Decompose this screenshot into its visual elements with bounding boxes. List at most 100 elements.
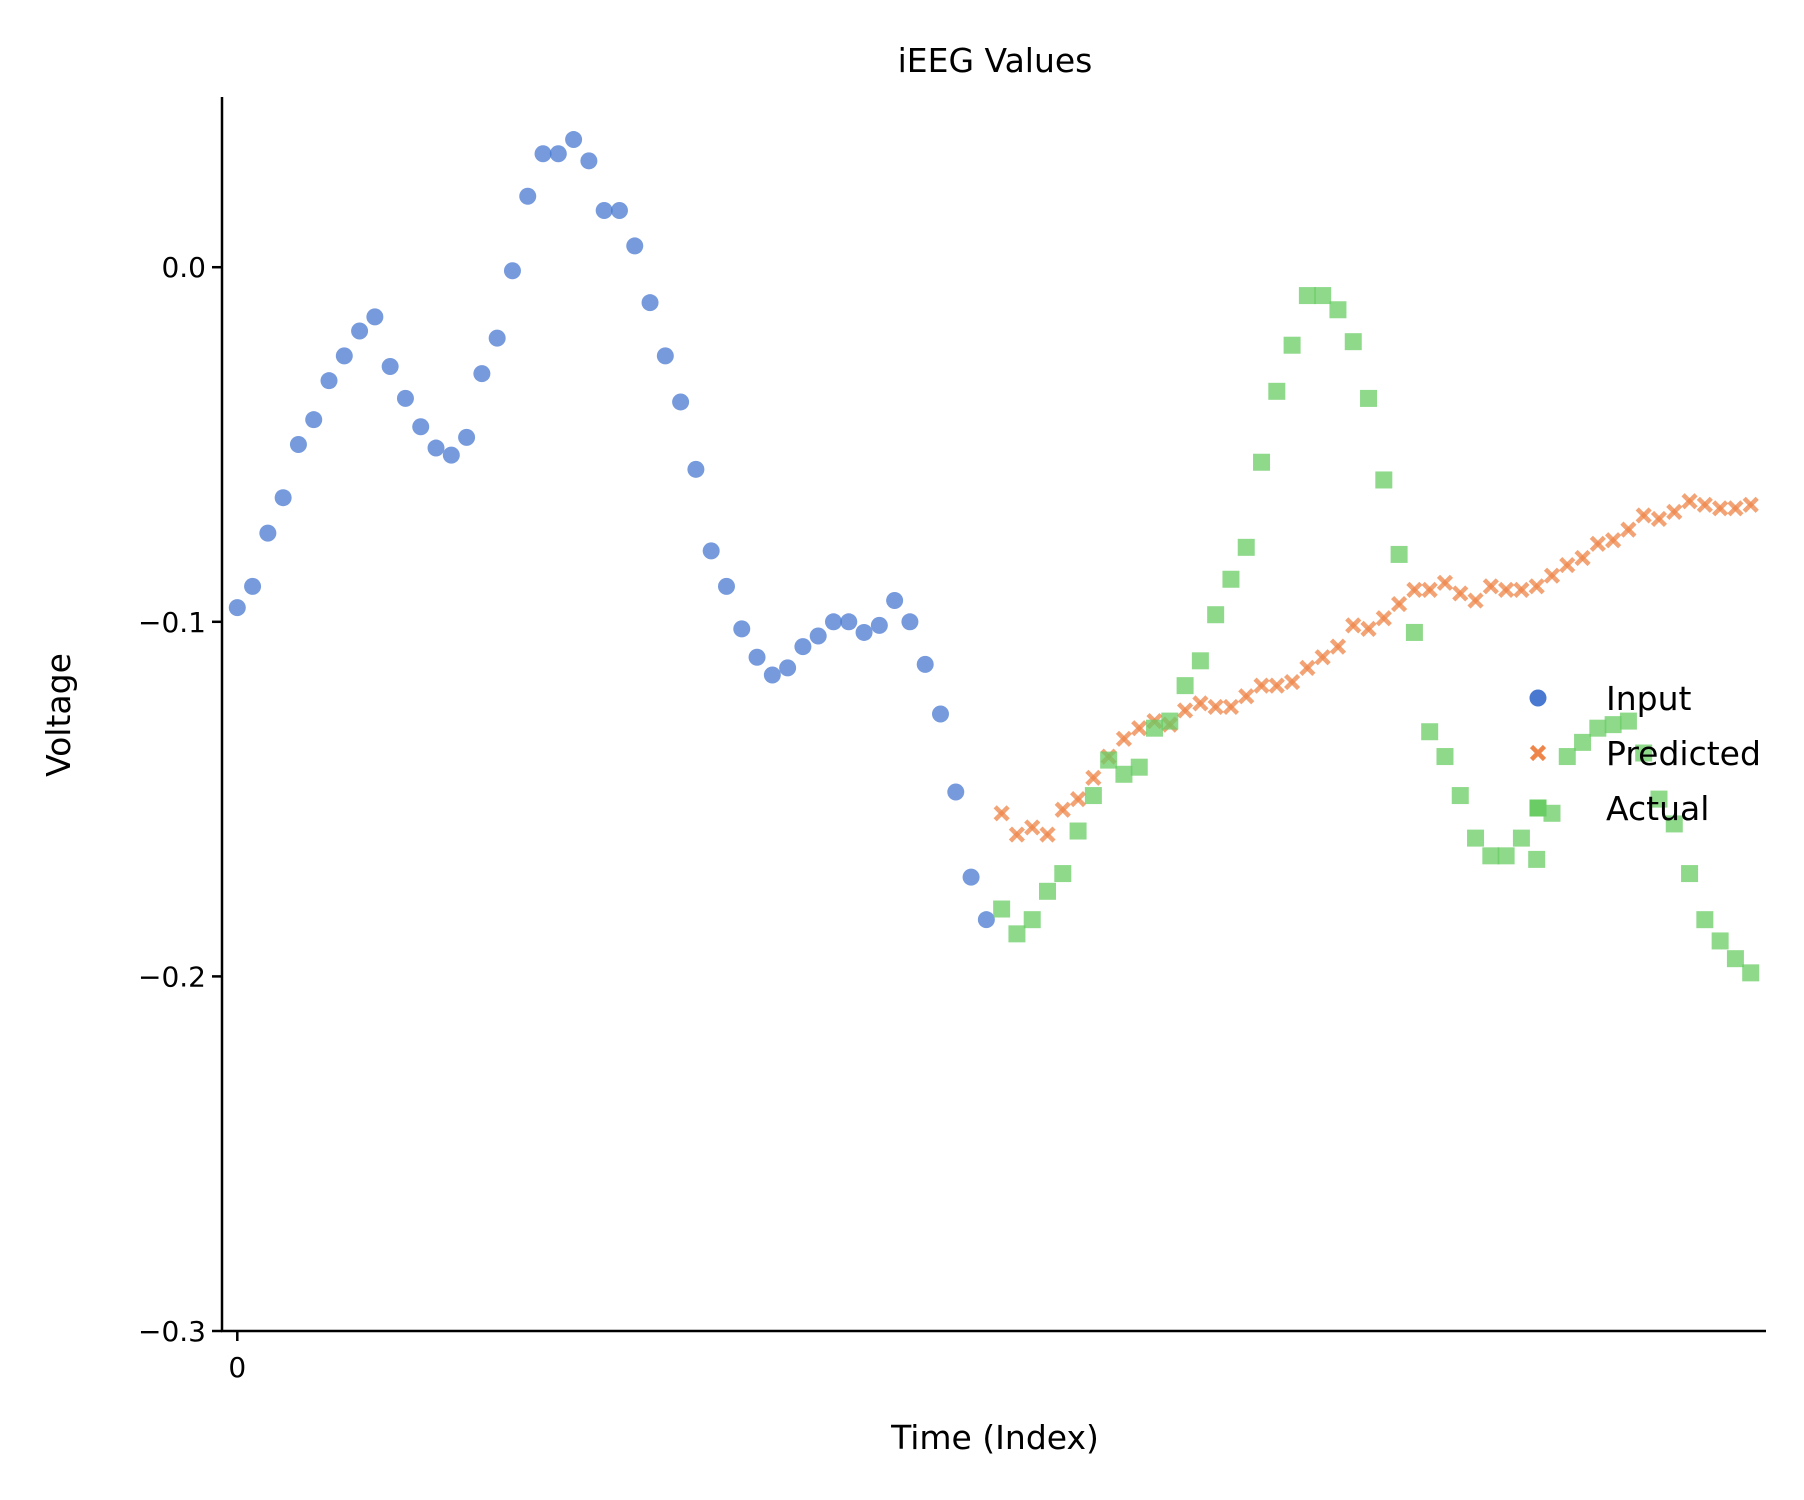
actual-point <box>1635 744 1653 762</box>
predicted-point <box>1650 510 1668 528</box>
input-point <box>289 436 307 454</box>
input-point <box>702 542 720 560</box>
predicted-point <box>1375 610 1392 627</box>
actual-point <box>1314 287 1332 305</box>
input-point <box>305 411 323 429</box>
actual-point <box>1650 790 1668 808</box>
legend-label-actual: Actual <box>1606 789 1709 828</box>
actual-point <box>1711 932 1729 950</box>
predicted-point <box>1528 578 1545 595</box>
predicted-point <box>1727 500 1744 517</box>
predicted-point <box>1513 581 1530 598</box>
actual-point <box>1421 723 1439 741</box>
actual-point <box>1574 733 1592 751</box>
input-point <box>320 372 338 390</box>
actual-point <box>1130 758 1148 776</box>
legend-marker-actual <box>1529 799 1547 817</box>
input-point <box>641 294 659 312</box>
predicted-point <box>1467 592 1484 609</box>
predicted-point <box>1696 496 1713 513</box>
y-axis-label: Voltage <box>39 653 78 777</box>
actual-point <box>1268 382 1286 400</box>
input-point <box>794 638 812 656</box>
actual-point <box>1253 453 1271 471</box>
actual-point <box>1069 822 1087 840</box>
actual-point <box>1146 719 1164 737</box>
input-point <box>458 428 476 446</box>
actual-point <box>1176 677 1194 695</box>
actual-point <box>1467 829 1485 847</box>
predicted-point <box>1543 567 1561 584</box>
input-point <box>763 666 781 684</box>
actual-point <box>1512 829 1530 847</box>
input-point <box>809 627 827 645</box>
actual-point <box>1528 850 1546 868</box>
actual-point <box>1023 911 1041 929</box>
input-point <box>779 659 797 677</box>
input-point <box>473 365 491 383</box>
predicted-point <box>993 805 1010 822</box>
legend: Input Predicted Actual <box>1529 679 1761 828</box>
input-point <box>412 418 430 436</box>
predicted-point <box>1314 649 1331 666</box>
input-point <box>259 524 277 542</box>
predicted-point <box>1482 578 1499 595</box>
input-point <box>748 648 766 666</box>
input-point <box>381 357 399 375</box>
predicted-point <box>1039 826 1056 843</box>
input-point <box>855 623 873 641</box>
predicted-point <box>1712 500 1729 517</box>
actual-point <box>1451 787 1469 805</box>
predicted-point <box>1207 698 1224 715</box>
input-point <box>886 592 904 610</box>
predicted-point <box>1421 581 1438 598</box>
predicted-point <box>1620 521 1637 538</box>
y-tick-label: 0.0 <box>161 251 206 284</box>
predicted-point <box>1008 826 1026 843</box>
predicted-point <box>1574 549 1591 567</box>
actual-point <box>1742 964 1760 982</box>
predicted-point <box>1605 532 1622 549</box>
predicted-point <box>1360 620 1377 637</box>
predicted-point <box>1589 535 1606 552</box>
x-ticks: 0 <box>228 1331 246 1384</box>
input-point <box>595 201 613 219</box>
actual-point <box>1191 652 1209 670</box>
actual-point <box>1100 751 1118 769</box>
actual-point <box>1589 719 1607 737</box>
predicted-point <box>1559 556 1576 574</box>
input-point <box>656 347 674 365</box>
actual-point <box>1008 925 1026 943</box>
predicted-point <box>1742 496 1759 513</box>
legend-marker-predicted <box>1529 744 1547 762</box>
input-point <box>396 389 414 407</box>
predicted-point <box>1345 617 1362 634</box>
predicted-point <box>1131 720 1148 737</box>
predicted-point <box>1452 585 1469 602</box>
actual-point <box>1298 287 1316 305</box>
actual-point <box>1084 787 1102 805</box>
predicted-point <box>1284 673 1301 691</box>
actual-point <box>1681 865 1699 883</box>
input-point <box>840 613 858 631</box>
input-point <box>931 705 949 723</box>
input-point <box>503 262 521 280</box>
predicted-point <box>1069 791 1087 808</box>
input-point <box>687 460 705 478</box>
actual-point <box>1665 815 1683 833</box>
predicted-point <box>1024 819 1041 836</box>
input-point <box>534 145 552 163</box>
predicted-point <box>1635 507 1652 524</box>
input-point <box>274 489 292 507</box>
x-tick-label: 0 <box>228 1351 246 1384</box>
actual-point <box>1390 545 1408 563</box>
input-point <box>549 145 567 163</box>
actual-point <box>1115 765 1133 783</box>
actual-point <box>1039 882 1057 900</box>
predicted-point <box>1176 702 1194 719</box>
actual-point <box>1207 606 1225 624</box>
y-ticks: 0.0 −0.1 −0.2 −0.3 <box>138 251 222 1348</box>
predicted-point <box>1253 677 1270 694</box>
predicted-point <box>1406 581 1423 598</box>
input-point <box>228 599 246 617</box>
